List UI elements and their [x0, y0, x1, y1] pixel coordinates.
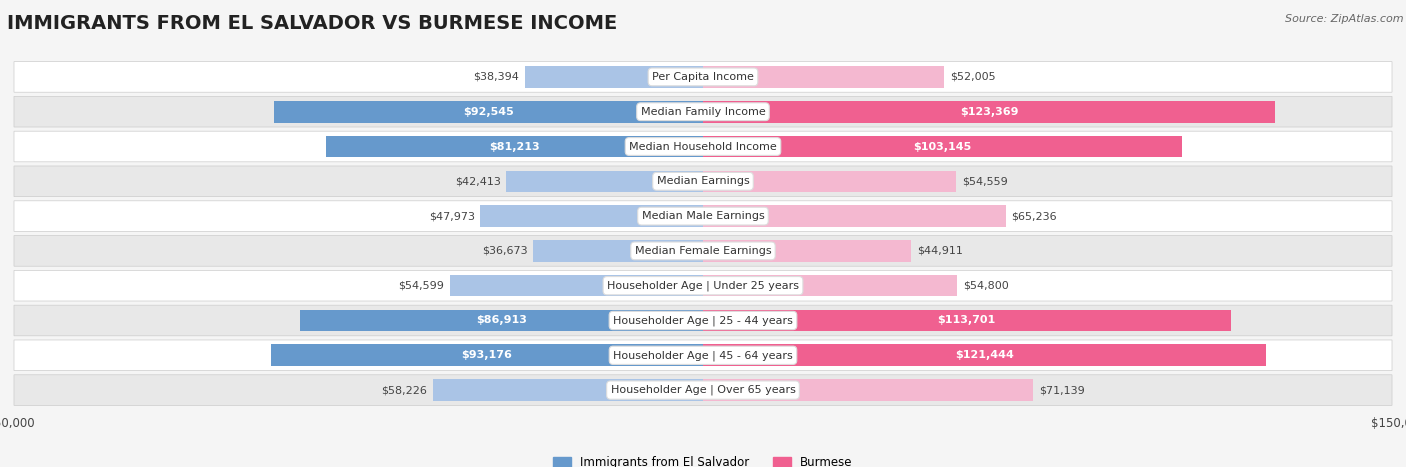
- Text: Householder Age | Over 65 years: Householder Age | Over 65 years: [610, 385, 796, 396]
- Text: Householder Age | 25 - 44 years: Householder Age | 25 - 44 years: [613, 315, 793, 326]
- Text: $92,545: $92,545: [463, 107, 513, 117]
- Text: Median Male Earnings: Median Male Earnings: [641, 211, 765, 221]
- Bar: [326, 136, 703, 157]
- Bar: [703, 170, 956, 192]
- Text: IMMIGRANTS FROM EL SALVADOR VS BURMESE INCOME: IMMIGRANTS FROM EL SALVADOR VS BURMESE I…: [7, 14, 617, 33]
- FancyBboxPatch shape: [14, 305, 1392, 336]
- Text: Median Earnings: Median Earnings: [657, 177, 749, 186]
- Bar: [533, 240, 703, 262]
- FancyBboxPatch shape: [14, 235, 1392, 266]
- Text: $44,911: $44,911: [917, 246, 963, 256]
- Text: $54,800: $54,800: [963, 281, 1008, 290]
- Legend: Immigrants from El Salvador, Burmese: Immigrants from El Salvador, Burmese: [553, 456, 853, 467]
- FancyBboxPatch shape: [14, 201, 1392, 232]
- FancyBboxPatch shape: [14, 166, 1392, 197]
- Bar: [271, 345, 703, 366]
- Text: Median Household Income: Median Household Income: [628, 142, 778, 151]
- Bar: [703, 275, 957, 297]
- Bar: [703, 345, 1267, 366]
- Bar: [274, 101, 703, 122]
- Bar: [703, 101, 1275, 122]
- Bar: [703, 136, 1181, 157]
- Text: Per Capita Income: Per Capita Income: [652, 72, 754, 82]
- Bar: [450, 275, 703, 297]
- Text: Median Family Income: Median Family Income: [641, 107, 765, 117]
- Bar: [481, 205, 703, 227]
- Text: $123,369: $123,369: [960, 107, 1018, 117]
- Bar: [703, 379, 1033, 401]
- Bar: [703, 240, 911, 262]
- FancyBboxPatch shape: [14, 96, 1392, 127]
- FancyBboxPatch shape: [14, 340, 1392, 371]
- Bar: [524, 66, 703, 88]
- Text: $38,394: $38,394: [474, 72, 519, 82]
- Text: $54,559: $54,559: [962, 177, 1008, 186]
- Text: Householder Age | Under 25 years: Householder Age | Under 25 years: [607, 281, 799, 291]
- Text: $65,236: $65,236: [1011, 211, 1057, 221]
- Text: Source: ZipAtlas.com: Source: ZipAtlas.com: [1285, 14, 1403, 24]
- Text: $93,176: $93,176: [461, 350, 512, 360]
- Text: $58,226: $58,226: [381, 385, 427, 395]
- Text: $54,599: $54,599: [398, 281, 444, 290]
- Text: $36,673: $36,673: [482, 246, 527, 256]
- FancyBboxPatch shape: [14, 375, 1392, 405]
- Bar: [299, 310, 703, 331]
- Text: $71,139: $71,139: [1039, 385, 1084, 395]
- Text: $42,413: $42,413: [454, 177, 501, 186]
- Text: $86,913: $86,913: [477, 316, 527, 325]
- Bar: [506, 170, 703, 192]
- Bar: [703, 205, 1005, 227]
- Text: $47,973: $47,973: [429, 211, 475, 221]
- Text: $121,444: $121,444: [955, 350, 1014, 360]
- Text: Median Female Earnings: Median Female Earnings: [634, 246, 772, 256]
- Text: Householder Age | 45 - 64 years: Householder Age | 45 - 64 years: [613, 350, 793, 361]
- Text: $81,213: $81,213: [489, 142, 540, 151]
- FancyBboxPatch shape: [14, 270, 1392, 301]
- FancyBboxPatch shape: [14, 62, 1392, 92]
- Text: $113,701: $113,701: [938, 316, 995, 325]
- FancyBboxPatch shape: [14, 131, 1392, 162]
- Bar: [703, 310, 1230, 331]
- Text: $52,005: $52,005: [950, 72, 995, 82]
- Text: $103,145: $103,145: [912, 142, 972, 151]
- Bar: [433, 379, 703, 401]
- Bar: [703, 66, 945, 88]
